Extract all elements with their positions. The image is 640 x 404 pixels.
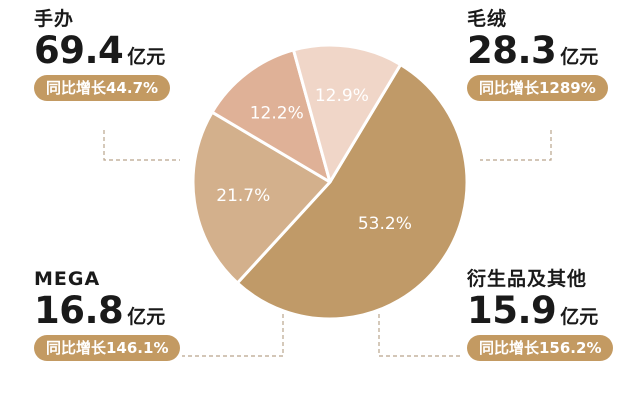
slice-percent-label: 21.7% <box>216 186 270 206</box>
callout-derivatives: 衍生品及其他 15.9 亿元 同比增长156.2% <box>467 268 614 361</box>
slice-percent-label: 12.2% <box>250 103 304 123</box>
leader-lines <box>103 130 552 357</box>
pie-slice <box>210 48 332 184</box>
revenue-value: 16.8 <box>34 289 124 332</box>
callout-figures: 手办 69.4 亿元 同比增长44.7% <box>34 8 171 101</box>
leader-line <box>378 314 462 357</box>
revenue-value: 15.9 <box>467 289 557 332</box>
revenue-unit: 亿元 <box>560 46 599 68</box>
category-label: MEGA <box>34 268 101 290</box>
growth-badge: 同比增长156.2% <box>467 335 614 361</box>
slice-percent-label: 53.2% <box>358 214 412 234</box>
slice-percent-label: 12.9% <box>315 86 369 106</box>
callout-mega: MEGA 16.8 亿元 同比增长146.1% <box>34 268 181 361</box>
revenue-unit: 亿元 <box>127 46 166 68</box>
leader-line <box>480 130 552 161</box>
callout-plush: 毛绒 28.3 亿元 同比增长1289% <box>467 8 608 101</box>
growth-badge: 同比增长44.7% <box>34 75 171 101</box>
leader-line <box>182 314 284 357</box>
pie-labels: 53.2% 21.7% 12.2% 12.9% <box>216 86 412 234</box>
category-label: 手办 <box>34 8 75 30</box>
pie-slices <box>191 43 469 321</box>
pie-slice <box>191 110 332 285</box>
category-label: 毛绒 <box>467 8 508 30</box>
growth-badge: 同比增长146.1% <box>34 335 181 361</box>
revenue-unit: 亿元 <box>560 306 599 328</box>
revenue-value: 69.4 <box>34 29 124 72</box>
category-label: 衍生品及其他 <box>467 268 588 290</box>
growth-badge: 同比增长1289% <box>467 75 608 101</box>
pie-slice <box>292 43 403 184</box>
leader-line <box>103 130 180 161</box>
revenue-value: 28.3 <box>467 29 557 72</box>
revenue-unit: 亿元 <box>127 306 166 328</box>
pie-slice <box>235 63 469 321</box>
